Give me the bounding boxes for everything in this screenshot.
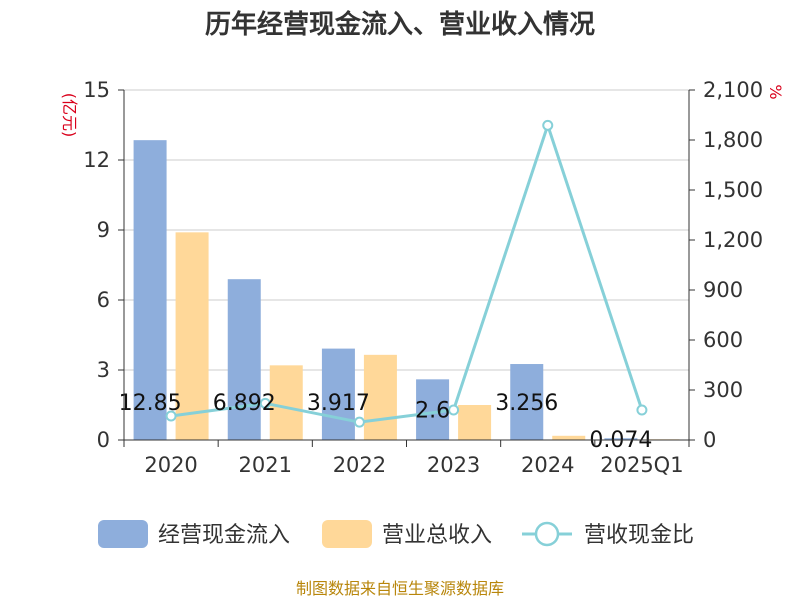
ratio-line-path <box>170 120 644 424</box>
data-labels: 12.85 6.892 3.917 2.6 3.256 0.074 <box>119 391 653 453</box>
bar-revenue <box>363 354 397 440</box>
legend: 经营现金流入 营业总收入 营收现金比 <box>98 520 694 548</box>
data-label: 3.917 <box>307 391 370 416</box>
ratio-line <box>165 119 648 428</box>
ratio-point <box>165 410 177 422</box>
legend-ratio-marker <box>534 521 560 547</box>
bar-cash-inflow <box>604 438 638 440</box>
bar-cash-inflow <box>416 379 450 440</box>
left-tick-label: 3 <box>97 358 110 382</box>
x-tick-label: 2023 <box>427 453 480 477</box>
legend-revenue-swatch <box>322 520 372 548</box>
left-tick-label: 15 <box>83 78 110 102</box>
x-tick-label: 2021 <box>239 453 292 477</box>
ratio-point <box>448 404 460 416</box>
data-label: 3.256 <box>495 391 558 416</box>
bar-cash-inflow <box>321 348 355 440</box>
legend-ratio-label: 营收现金比 <box>584 523 694 548</box>
right-tick-label: 1,200 <box>703 228 763 252</box>
right-tick-label: 300 <box>703 378 743 402</box>
bar-cash-inflow <box>227 279 261 440</box>
data-label: 6.892 <box>213 391 276 416</box>
x-tick-label: 2022 <box>333 453 386 477</box>
right-tick-label: 0 <box>703 428 716 452</box>
left-axis-unit: (亿元) <box>60 93 79 138</box>
bar-revenue <box>175 232 209 440</box>
ratio-point <box>636 404 648 416</box>
bar-cash-inflow <box>510 364 544 440</box>
left-tick-label: 12 <box>83 148 110 172</box>
ratio-point <box>259 397 271 409</box>
right-axis-unit: % <box>766 84 785 99</box>
right-tick-label: 600 <box>703 328 743 352</box>
source-note: 制图数据来自恒生聚源数据库 <box>296 579 504 598</box>
left-tick-label: 6 <box>97 288 110 312</box>
bar-revenue <box>458 405 492 440</box>
ratio-point <box>353 416 365 428</box>
x-tick-label: 2020 <box>144 453 197 477</box>
right-tick-label: 900 <box>703 278 743 302</box>
legend-cash-inflow-swatch <box>98 520 148 548</box>
data-label: 2.6 <box>415 399 450 424</box>
legend-cash-inflow-label: 经营现金流入 <box>158 523 290 548</box>
bar-cash-inflow <box>133 140 167 440</box>
bars <box>133 140 680 440</box>
x-tick-label: 2025Q1 <box>600 453 683 477</box>
x-tick-label: 2024 <box>521 453 574 477</box>
ratio-point <box>542 119 554 131</box>
data-label: 12.85 <box>119 391 182 416</box>
chart-title: 历年经营现金流入、营业收入情况 <box>205 9 595 40</box>
left-tick-label: 0 <box>97 428 110 452</box>
legend-revenue-label: 营业总收入 <box>382 523 492 548</box>
right-tick-label: 1,500 <box>703 178 763 202</box>
left-tick-label: 9 <box>97 218 110 242</box>
right-tick-label: 1,800 <box>703 128 763 152</box>
bar-revenue <box>269 365 303 440</box>
data-label: 0.074 <box>589 428 652 453</box>
right-tick-label: 2,100 <box>703 78 763 102</box>
bar-revenue <box>552 435 586 440</box>
axes: 0 3 6 9 12 15 0 300 600 900 1,200 1,500 1,800 2,100 20… <box>83 78 763 477</box>
grid-lines <box>124 89 689 441</box>
